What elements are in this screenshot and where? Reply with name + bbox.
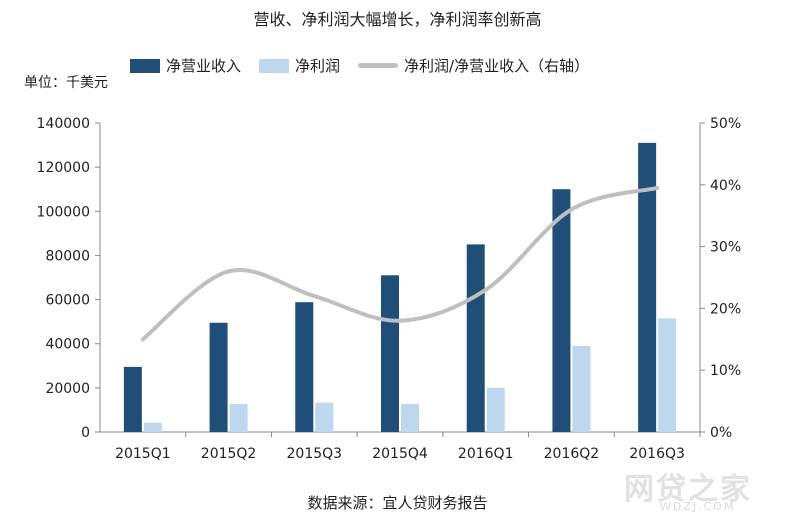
x-tick-label: 2015Q4 <box>372 446 428 462</box>
profit-bar <box>658 318 677 432</box>
x-tick-label: 2015Q2 <box>201 446 257 462</box>
legend-item-revenue: 净营业收入 <box>130 55 241 76</box>
source-note: 数据来源：宜人贷财务报告 <box>307 494 488 512</box>
y-right-tick-label: 50% <box>710 116 741 132</box>
revenue-bar <box>466 244 485 432</box>
y-left-tick-label: 80000 <box>45 248 90 264</box>
legend: 净营业收入 净利润 净利润/净营业收入（右轴） <box>130 55 607 76</box>
x-tick-label: 2015Q3 <box>287 446 343 462</box>
legend-swatch-margin <box>358 63 399 68</box>
y-right-tick-label: 30% <box>710 240 741 256</box>
y-left-tick-label: 0 <box>81 425 90 441</box>
profit-bar <box>486 387 505 432</box>
y-right-tick-label: 20% <box>710 301 741 317</box>
legend-label-profit: 净利润 <box>295 57 341 75</box>
profit-bar <box>572 345 591 432</box>
revenue-bar <box>209 322 228 432</box>
watermark-url: WDZJ.COM <box>660 500 736 513</box>
margin-line <box>140 185 660 342</box>
profit-bar <box>315 402 334 432</box>
legend-label-margin: 净利润/净营业收入（右轴） <box>404 57 590 75</box>
x-tick-label: 2016Q1 <box>458 446 514 462</box>
revenue-bar <box>295 302 314 432</box>
x-tick-label: 2016Q2 <box>544 446 600 462</box>
legend-swatch-profit <box>259 58 290 73</box>
y-left-tick-label: 120000 <box>37 160 90 176</box>
legend-label-revenue: 净营业收入 <box>166 57 242 75</box>
legend-item-profit: 净利润 <box>259 55 340 76</box>
y-left-tick-label: 40000 <box>45 337 90 353</box>
revenue-bar <box>638 142 657 432</box>
profit-bar <box>143 422 162 432</box>
profit-bar <box>229 403 248 432</box>
y-left-tick-label: 20000 <box>45 381 90 397</box>
profit-bar <box>401 403 419 432</box>
legend-swatch-revenue <box>130 58 160 73</box>
chart-title: 营收、净利润大幅增长，净利润率创新高 <box>253 10 542 29</box>
y-right-tick-label: 0% <box>710 425 732 441</box>
y-right-tick-label: 10% <box>710 363 741 379</box>
x-tick-label: 2015Q1 <box>115 446 171 462</box>
unit-label: 单位：千美元 <box>24 75 108 91</box>
watermark-logo: 网贷之家 <box>624 472 752 507</box>
y-left-tick-label: 100000 <box>37 204 90 220</box>
y-left-tick-label: 60000 <box>45 293 90 309</box>
revenue-bar <box>552 189 571 432</box>
y-left-tick-label: 140000 <box>37 116 90 132</box>
revenue-bar <box>381 275 399 432</box>
legend-item-margin: 净利润/净营业收入（右轴） <box>358 55 589 76</box>
revenue-bar <box>123 366 142 432</box>
y-right-tick-label: 40% <box>710 178 741 194</box>
x-tick-label: 2016Q3 <box>629 446 685 462</box>
